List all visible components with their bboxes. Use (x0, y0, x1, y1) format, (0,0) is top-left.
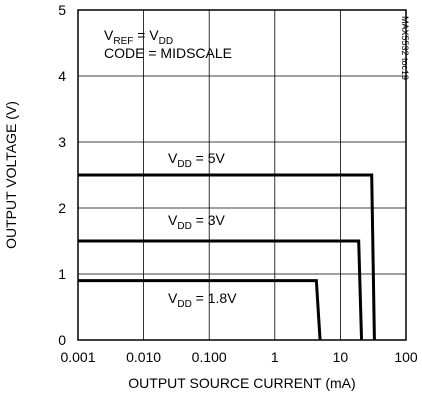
condition-vref: VREF = VDD (104, 27, 173, 47)
y-tick-label: 0 (58, 332, 66, 348)
y-tick-label: 4 (58, 68, 66, 84)
condition-vref-mid: = V (133, 27, 159, 43)
series-label-rest: = 5V (192, 150, 226, 166)
series-line (78, 279, 322, 341)
series-label-sub: DD (177, 159, 191, 170)
figure-id-note: MAX5532 toc19 (400, 16, 410, 80)
y-tick-label: 2 (58, 200, 66, 216)
series-label-rest: = 3V (192, 212, 226, 228)
series-label: VDD = 5V (168, 150, 226, 170)
y-tick-label: 5 (58, 2, 66, 18)
x-tick-label: 0.100 (192, 349, 227, 365)
series-label: VDD = 3V (168, 212, 226, 232)
series-label-sub: DD (177, 299, 191, 310)
series-label: VDD = 1.8V (168, 290, 237, 310)
condition-vref-sub: REF (113, 36, 133, 47)
y-axis-label: OUTPUT VOLTAGE (V) (3, 101, 19, 249)
condition-code: CODE = MIDSCALE (104, 45, 232, 61)
y-tick-label: 1 (58, 266, 66, 282)
x-tick-label: 0.001 (60, 349, 95, 365)
series-label-main: V (168, 150, 178, 166)
x-tick-label: 10 (333, 349, 349, 365)
y-tick-labels: 0 1 2 3 4 5 (58, 2, 66, 348)
x-tick-labels: 0.001 0.010 0.100 1 10 100 (60, 349, 417, 365)
condition-vref-main: V (104, 27, 114, 43)
series-line (78, 173, 376, 341)
y-tick-label: 3 (58, 134, 66, 150)
series-line (78, 239, 364, 341)
series-group (78, 173, 376, 341)
series-label-rest: = 1.8V (192, 290, 237, 306)
x-tick-label: 100 (394, 349, 418, 365)
condition-vdd-sub: DD (159, 36, 173, 47)
series-label-main: V (168, 290, 178, 306)
x-axis-label: OUTPUT SOURCE CURRENT (mA) (128, 375, 355, 391)
x-tick-label: 1 (271, 349, 279, 365)
series-label-main: V (168, 212, 178, 228)
series-label-sub: DD (177, 221, 191, 232)
x-tick-label: 0.010 (126, 349, 161, 365)
